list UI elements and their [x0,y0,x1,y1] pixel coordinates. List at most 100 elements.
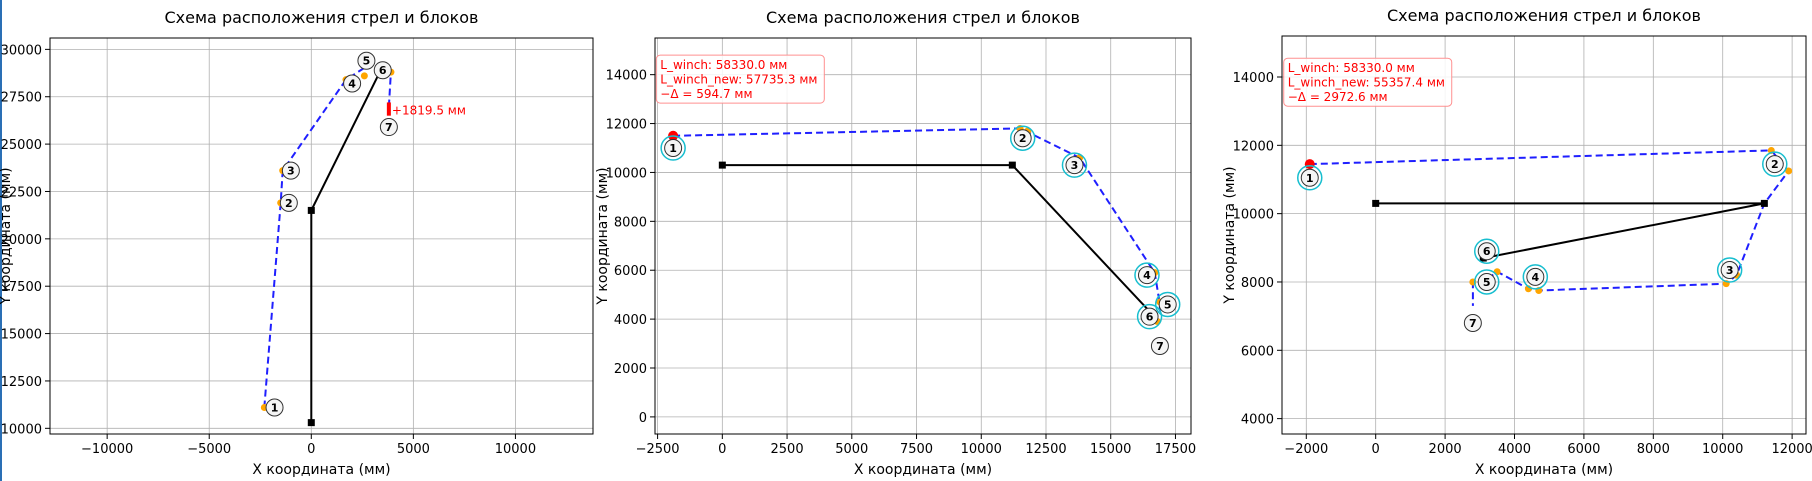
x-tick-label: 15000 [1090,442,1131,457]
block-ring [1061,152,1088,178]
y-tick-label: 14000 [606,69,647,84]
x-tick-label: 10000 [495,442,536,457]
y-tick-label: 4000 [614,313,647,328]
info-box-line: −Δ = 594.7 мм [660,87,752,101]
block-ring [1154,291,1181,318]
block-circle [1477,242,1496,261]
x-tick-label: −5000 [187,442,231,457]
block-circle [1463,313,1482,332]
block-label: 3 [287,165,295,178]
block-label: 5 [1483,276,1491,289]
rope-line [1309,149,1790,306]
boom-line [1375,202,1765,260]
block-label: 5 [1164,298,1172,311]
block-circle [1720,261,1739,280]
contact-point [1493,268,1501,276]
subplot-1: +1819.5 мм 1 2 3 456 7 −10000 −5000 0 5000 10000 10… [0,8,594,478]
block-label: 4 [1531,271,1539,284]
y-tick-label: 14000 [1233,71,1274,86]
chart-title: Схема расположения стрел и блоков [766,8,1080,27]
block-ring [1716,257,1743,283]
info-box-line: L_winch_new: 55357.4 мм [1288,76,1445,90]
block-label: 7 [385,121,393,134]
block-label: 1 [669,142,677,155]
x-tick-label: 0 [1372,442,1380,457]
x-tick-label: −2500 [636,442,680,457]
y-tick-label: 12500 [1,375,42,390]
block-label: 5 [363,55,371,68]
x-tick-label: −10000 [81,442,133,457]
block-circle [279,193,298,212]
block-circle [1065,156,1084,175]
y-tick-label: 0 [639,411,647,426]
block-ring [1136,303,1163,330]
block-label: 7 [1469,317,1477,330]
x-axis-label: X координата (мм) [854,462,992,478]
chart-title: Схема расположения стрел и блоков [1387,6,1701,25]
y-tick-label: 15000 [1,328,42,343]
block-ring [1009,125,1036,151]
chart-title: Схема расположения стрел и блоков [165,8,479,27]
block-circle [1300,168,1319,187]
y-tick-label: 12000 [606,118,647,133]
x-tick-label: 7500 [900,442,933,457]
block-label: 3 [1726,264,1734,277]
block-label: 7 [1156,340,1164,353]
y-axis-label: Y координата (мм) [1222,166,1238,304]
block-circle [1140,307,1159,326]
boom-joint [307,206,315,214]
y-tick-label: 10000 [1,422,42,437]
info-box-line: L_winch_new: 57735.3 мм [660,73,817,87]
info-box-line: L_winch: 58330.0 мм [660,58,787,72]
delta-label: +1819.5 мм [392,104,466,118]
block-circle [1477,272,1496,291]
x-tick-label: −2000 [1284,442,1328,457]
block-circle [373,61,392,80]
block-label: 6 [379,64,387,77]
x-tick-label: 5000 [397,442,430,457]
y-tick-label: 6000 [1241,344,1274,359]
y-axis-label: Y координата (мм) [0,167,14,305]
boom-line [310,69,382,423]
contact-point [360,72,368,80]
block-ring [1762,151,1788,177]
contact-point [1785,167,1793,175]
window-edge-accent [0,0,2,481]
block-circle [343,74,362,93]
x-tick-label: 8000 [1637,442,1670,457]
boom-joint [718,161,726,169]
block-label: 3 [1071,159,1079,172]
y-tick-label: 8000 [614,215,647,230]
info-box [1283,57,1453,107]
block-circle [1158,295,1177,314]
block-circle [664,139,683,157]
block-ring [1297,165,1323,191]
block-circle [1526,267,1545,286]
boom-joint [307,419,315,427]
y-tick-label: 25000 [1,138,42,153]
x-tick-label: 12500 [1025,442,1066,457]
boom-joint [1008,161,1016,169]
subplot-3: 1 2 3 4 5 6 7 L_winch: 58330.0 ммL_winch_new: 5… [1222,6,1812,478]
info-box [655,54,825,104]
block-label: 6 [1483,245,1491,258]
x-tick-label: 2000 [1429,442,1462,457]
x-axis-label: X координата (мм) [252,462,390,478]
x-tick-label: 5000 [835,442,868,457]
y-axis-label: Y координата (мм) [595,167,611,305]
block-circle [1765,155,1784,174]
block-circle [281,161,300,180]
block-circle [1013,129,1032,148]
block-ring [1473,238,1500,264]
axes-frame [1281,35,1807,435]
block-label: 4 [348,77,356,90]
y-tick-label: 22500 [1,185,42,200]
x-tick-label: 0 [718,442,726,457]
block-ring [660,135,686,161]
boom-joint [1372,199,1380,207]
x-axis-label: X координата (мм) [1475,462,1613,478]
axes-frame [49,37,594,435]
block-ring [1522,264,1549,290]
info-box-line: L_winch: 58330.0 мм [1288,61,1415,75]
